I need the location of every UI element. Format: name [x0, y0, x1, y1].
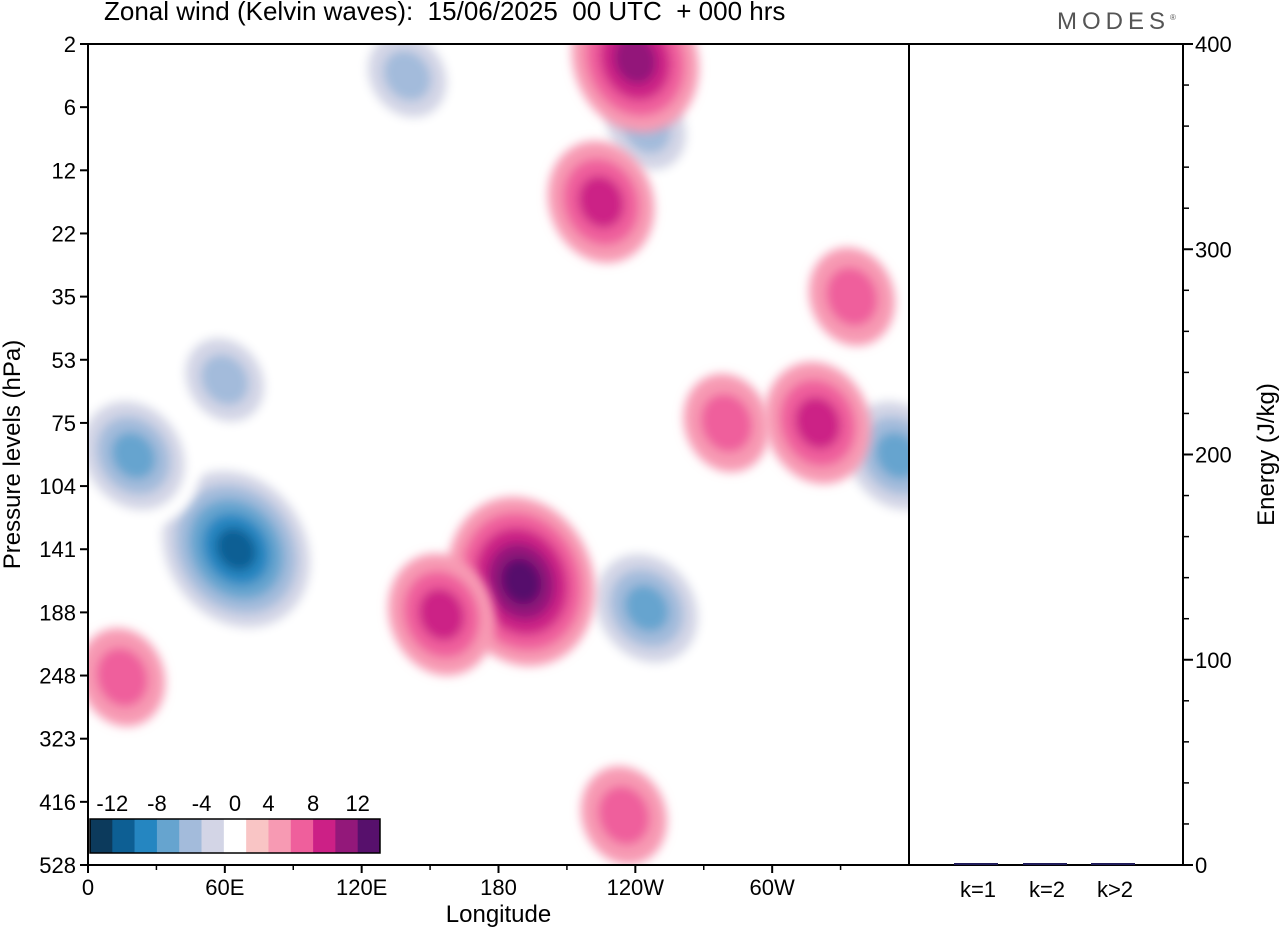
wind-anomaly-easterly-2	[169, 320, 281, 439]
y-tick-label: 35	[52, 285, 76, 310]
y-tick-label: 528	[39, 853, 76, 878]
colorbar-label: 12	[345, 791, 369, 816]
y-tick-label: 75	[52, 411, 76, 436]
colorbar-swatch	[223, 819, 247, 853]
colorbar-swatch	[313, 819, 336, 853]
colorbar-swatch	[290, 819, 314, 853]
x-tick-label: 60E	[205, 875, 244, 900]
energy-bar-3	[1091, 863, 1135, 865]
energy-bars: 0 100 200 300 400 Energy (J/kg) k=1 k=2 k>2	[954, 32, 1280, 902]
y-tick-label: 53	[52, 348, 76, 373]
wind-anomaly-westerly-12	[547, 140, 655, 263]
colorbar-swatch	[90, 819, 113, 853]
wind-anomaly-easterly-1	[88, 385, 200, 526]
y-tick-label: 6	[64, 95, 76, 120]
y-axis-title: Pressure levels (hPa)	[0, 340, 26, 569]
y-tick-label: 188	[39, 600, 76, 625]
colorbar-label: -12	[96, 791, 128, 816]
y-tick-label: 2	[64, 32, 76, 57]
colorbar-swatch	[134, 819, 158, 853]
energy-tick-label: 0	[1195, 853, 1207, 878]
wind-anomaly-westerly-10	[683, 373, 770, 473]
wind-anomaly-easterly-5	[351, 44, 463, 135]
y-tick-label: 416	[39, 790, 76, 815]
brand-registered-mark: ®	[1170, 13, 1176, 22]
brand-name: MODES	[1057, 8, 1171, 35]
y-tick-label: 22	[52, 221, 76, 246]
colorbar-swatch	[357, 819, 381, 853]
energy-category-label: k>2	[1097, 877, 1133, 902]
x-tick-label: 120E	[336, 875, 387, 900]
energy-tick-label: 400	[1195, 32, 1232, 57]
x-tick-label: 120W	[607, 875, 665, 900]
colorbar-swatch	[201, 819, 225, 853]
x-axis-title: Longitude	[446, 901, 551, 928]
energy-tick-label: 300	[1195, 237, 1232, 262]
heatmap-field	[88, 44, 909, 865]
energy-bar-2	[1023, 863, 1067, 865]
wind-anomaly-easterly-3	[580, 538, 713, 679]
brand-logo: MODES®	[1057, 8, 1176, 36]
x-tick-label: 0	[82, 875, 94, 900]
wind-anomaly-westerly-9	[764, 362, 872, 484]
colorbar-swatch	[156, 819, 180, 853]
wind-anomaly-westerly-14	[88, 628, 166, 727]
chart-title: Zonal wind (Kelvin waves): 15/06/2025 00…	[104, 0, 786, 26]
energy-category-label: k=2	[1029, 877, 1065, 902]
colorbar-legend: -12 -8 -4 0 4 8 12	[89, 791, 381, 854]
energy-frame	[908, 43, 1184, 866]
energy-category-label: k=1	[960, 877, 996, 902]
energy-axis-title: Energy (J/kg)	[1253, 383, 1280, 526]
colorbar-label: 0	[229, 791, 241, 816]
energy-tick-label: 100	[1195, 648, 1232, 673]
x-tick-label: 60W	[750, 875, 795, 900]
colorbar-label: 8	[307, 791, 319, 816]
wind-anomaly-westerly-15	[808, 247, 895, 346]
energy-bar-1	[954, 863, 998, 865]
y-tick-label: 12	[52, 158, 76, 183]
colorbar-swatch	[335, 819, 358, 853]
colorbar-swatch	[268, 819, 292, 853]
colorbar-swatch	[112, 819, 135, 853]
wind-anomaly-westerly-13	[580, 766, 667, 865]
y-tick-label: 323	[39, 727, 76, 752]
colorbar-label: -4	[192, 791, 212, 816]
energy-tick-label: 200	[1195, 443, 1232, 468]
y-tick-label: 248	[39, 664, 76, 689]
colorbar-swatch	[246, 819, 269, 853]
wind-anomaly-easterly-0	[148, 456, 324, 643]
colorbar-label: 4	[262, 791, 274, 816]
wind-anomaly-westerly-11	[571, 44, 699, 133]
wind-anomaly-westerly-8	[388, 553, 495, 676]
colorbar-label: -8	[147, 791, 167, 816]
colorbar-swatch	[179, 819, 202, 853]
y-tick-label: 141	[39, 537, 76, 562]
x-tick-label: 180	[480, 875, 517, 900]
y-tick-label: 104	[39, 474, 76, 499]
